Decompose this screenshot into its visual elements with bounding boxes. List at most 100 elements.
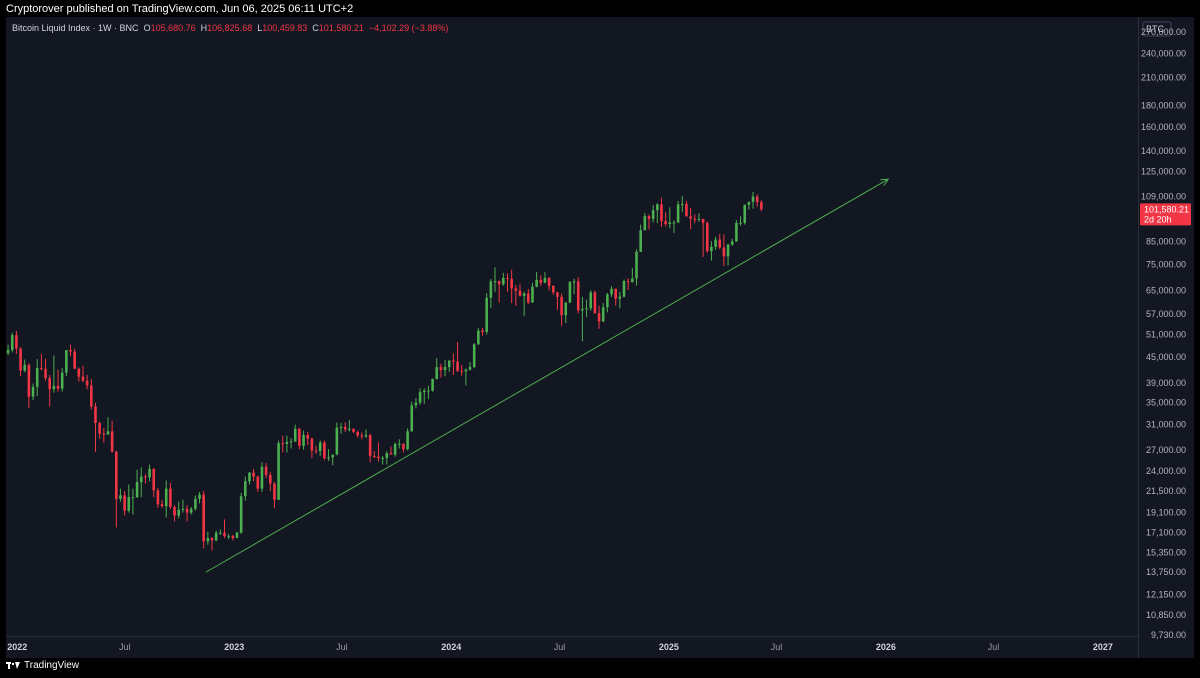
candle [289, 438, 293, 449]
candle [327, 449, 330, 461]
candle [44, 358, 47, 381]
candle [177, 501, 181, 519]
price-tick-label: 10,850.00 [1146, 610, 1186, 620]
candle-body [169, 488, 172, 508]
candle-body [514, 288, 518, 291]
candle [360, 432, 364, 440]
candle-body [314, 450, 318, 452]
candle [356, 430, 359, 438]
trendline-layer [205, 178, 890, 573]
candle [81, 365, 85, 383]
candle-body [164, 488, 168, 507]
candle-body [551, 285, 555, 293]
candle-body [127, 497, 131, 511]
candle [156, 487, 160, 508]
candle [256, 475, 260, 492]
candle-body [406, 431, 409, 450]
chart-pane[interactable] [6, 17, 1194, 658]
candle [639, 224, 642, 253]
candle-body [626, 281, 630, 283]
candle [601, 303, 605, 323]
candle [522, 291, 526, 316]
candle-body [460, 370, 464, 372]
candle [718, 233, 722, 250]
candle [148, 464, 151, 482]
candle [135, 469, 139, 499]
price-tick-label: 125,000.00 [1141, 167, 1186, 177]
candle-body [285, 441, 289, 444]
candle-body [6, 350, 10, 354]
candle [730, 238, 734, 246]
candle-body [581, 308, 584, 311]
candle-body [19, 348, 22, 371]
candle-body [439, 367, 443, 371]
candle [77, 367, 81, 382]
candle [527, 289, 530, 305]
currency-box [1142, 21, 1172, 37]
time-tick-label: Jul [988, 642, 1000, 652]
candle-body [489, 281, 493, 298]
candle [181, 499, 185, 513]
time-tick-label: 2023 [224, 642, 244, 652]
candle [676, 200, 680, 223]
candle [589, 290, 593, 311]
candle [306, 431, 310, 446]
candle [35, 359, 39, 397]
price-axis-border [1138, 17, 1139, 658]
candle [701, 218, 705, 257]
candle-body [231, 535, 235, 539]
candle-body [547, 277, 551, 286]
candle [65, 350, 68, 377]
price-tick-label: 140,000.00 [1141, 146, 1186, 156]
candle [535, 272, 538, 288]
candle [664, 212, 667, 227]
candle [593, 290, 597, 314]
candle-body [601, 307, 605, 322]
candle [443, 359, 447, 377]
candle-body [431, 378, 434, 391]
candle-body [73, 351, 76, 369]
price-tick-label: 12,150.00 [1146, 590, 1186, 600]
candle [298, 427, 301, 450]
ohlc-legend: Bitcoin Liquid Index · 1W · BNC O105,680… [12, 23, 448, 33]
candle [206, 531, 210, 545]
candle [705, 221, 709, 253]
candle [160, 499, 164, 508]
candle [293, 424, 297, 442]
candle [264, 463, 268, 479]
candle [543, 272, 547, 284]
candle [373, 451, 376, 459]
candle-body [568, 281, 572, 303]
candle-body [48, 378, 51, 390]
candle-body [410, 405, 414, 432]
candle-body [506, 277, 509, 279]
candle-body [185, 508, 189, 513]
candle [248, 471, 251, 485]
candle [472, 343, 476, 369]
candle-body [560, 296, 563, 316]
candle-body [306, 434, 310, 439]
candle-body [643, 216, 647, 231]
candle-body [156, 490, 160, 505]
candle [643, 213, 647, 231]
price-tick-label: 17,100.00 [1146, 528, 1186, 538]
candle [273, 482, 276, 508]
candle [23, 359, 27, 373]
candle [751, 191, 755, 209]
candle-body [597, 313, 601, 322]
candle [185, 505, 189, 522]
candle [385, 451, 389, 465]
candle [364, 429, 368, 439]
low-value: 100,459.83 [262, 23, 308, 33]
candle-body [739, 222, 742, 224]
candle-body [502, 277, 505, 285]
candle [414, 398, 418, 409]
tradingview-footer[interactable]: TradingView [6, 660, 79, 671]
candle [352, 428, 355, 434]
candle-body [676, 204, 680, 223]
candle-body [256, 476, 260, 489]
candle-body [298, 428, 301, 446]
candle-body [452, 360, 455, 362]
candle-body [664, 221, 667, 225]
